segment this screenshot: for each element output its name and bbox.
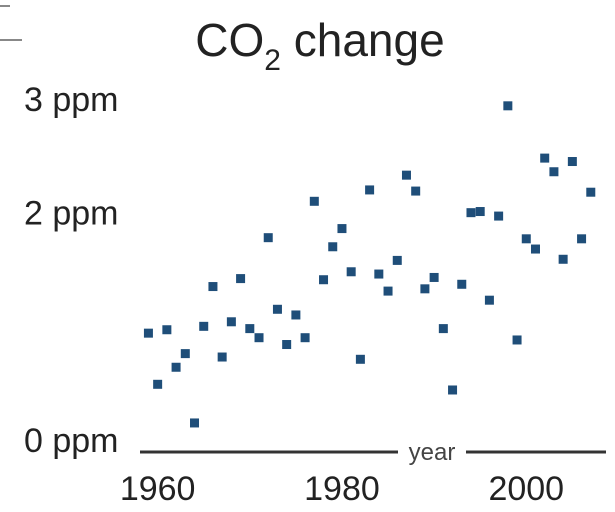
data-point — [420, 284, 430, 294]
x-tick-label: 2000 — [488, 470, 564, 508]
data-point — [272, 304, 282, 314]
data-point — [346, 267, 356, 277]
data-point — [282, 340, 292, 350]
data-point — [374, 269, 384, 279]
data-point — [512, 335, 522, 345]
data-point — [319, 275, 329, 285]
corner-artifact — [0, 5, 22, 41]
data-point — [217, 352, 227, 362]
data-point — [180, 349, 190, 359]
data-point — [466, 208, 476, 218]
data-point — [577, 234, 587, 244]
data-point — [365, 185, 375, 195]
data-point — [457, 279, 467, 289]
y-tick-label: 0 ppm — [24, 422, 119, 460]
data-point — [567, 157, 577, 167]
data-point — [245, 324, 255, 334]
data-point — [199, 321, 209, 331]
data-point — [429, 272, 439, 282]
data-point — [226, 317, 236, 327]
data-point — [171, 362, 181, 372]
x-axis: year — [140, 439, 606, 466]
data-point — [521, 234, 531, 244]
data-point — [549, 167, 559, 177]
data-point — [337, 224, 347, 234]
data-point — [355, 354, 365, 364]
x-axis-ticks: 1960 1980 2000 — [120, 470, 564, 508]
data-point — [309, 196, 319, 206]
chart-title: CO2 change — [195, 14, 444, 77]
data-point — [328, 242, 338, 252]
data-point — [383, 286, 393, 296]
data-point — [586, 187, 596, 197]
data-point — [291, 310, 301, 320]
data-points — [143, 101, 596, 428]
data-point — [392, 255, 402, 265]
data-point — [300, 333, 310, 343]
data-point — [263, 233, 273, 243]
y-tick-label: 2 ppm — [24, 195, 119, 233]
data-point — [254, 333, 264, 343]
data-point — [558, 254, 568, 264]
x-tick-label: 1960 — [120, 470, 196, 508]
data-point — [401, 170, 411, 180]
data-point — [162, 325, 172, 335]
data-point — [153, 379, 163, 389]
y-axis-ticks: 0 ppm 2 ppm 3 ppm — [24, 81, 119, 460]
data-point — [208, 282, 218, 292]
data-point — [540, 153, 550, 163]
y-tick-label: 3 ppm — [24, 81, 119, 119]
data-point — [448, 385, 458, 395]
x-axis-label: year — [409, 439, 456, 466]
data-point — [494, 211, 504, 221]
data-point — [143, 328, 153, 338]
data-point — [236, 274, 246, 284]
data-point — [530, 244, 540, 254]
data-point — [475, 207, 485, 217]
x-tick-label: 1980 — [304, 470, 380, 508]
data-point — [503, 101, 513, 111]
data-point — [484, 295, 494, 305]
data-point — [190, 418, 200, 428]
data-point — [438, 324, 448, 334]
data-point — [411, 186, 421, 196]
